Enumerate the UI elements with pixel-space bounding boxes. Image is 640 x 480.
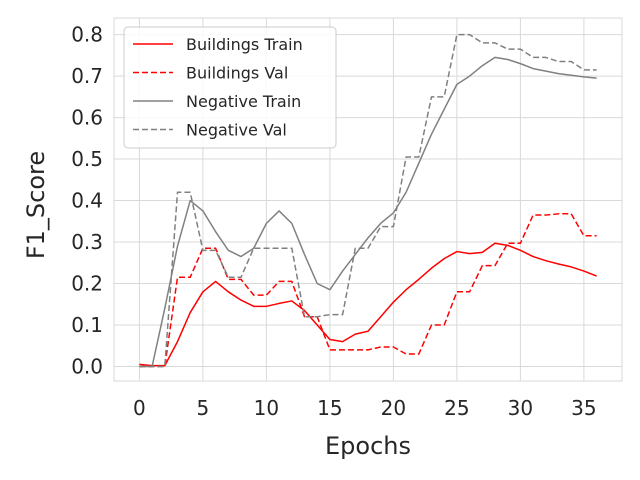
legend-box — [123, 26, 337, 149]
legend: Buildings Train Buildings Val Negative Tra… — [123, 26, 337, 149]
legend-label: Buildings Train — [186, 35, 303, 54]
y-tick-label: 0.8 — [71, 23, 103, 47]
y-tick-labels: 0.0 0.1 0.2 0.3 0.4 0.5 0.6 0.7 0.8 — [71, 23, 103, 379]
y-tick-label: 0.4 — [71, 189, 103, 213]
grid — [114, 18, 622, 381]
plot-frame — [113, 17, 623, 382]
x-tick-label: 25 — [444, 396, 469, 420]
x-tick-label: 30 — [508, 396, 533, 420]
y-tick-label: 0.0 — [71, 354, 103, 378]
x-tick-label: 20 — [381, 396, 406, 420]
series-line-buildings-val — [139, 213, 597, 368]
x-axis-label: Epochs — [325, 432, 411, 460]
y-tick-label: 0.6 — [71, 106, 103, 130]
x-tick-label: 10 — [254, 396, 279, 420]
x-tick-label: 5 — [197, 396, 210, 420]
y-tick-label: 0.1 — [71, 313, 103, 337]
y-axis-label: F1_Score — [22, 151, 50, 259]
x-tick-labels: 0 5 10 15 20 25 30 35 — [133, 396, 597, 420]
y-tick-label: 0.5 — [71, 147, 103, 171]
series-line-negative-val — [139, 33, 597, 368]
x-tick-label: 35 — [571, 396, 596, 420]
series-line-buildings-train — [139, 242, 597, 367]
series-layer — [139, 33, 597, 368]
legend-label: Buildings Val — [186, 64, 288, 83]
y-tick-label: 0.7 — [71, 64, 103, 88]
y-tick-label: 0.3 — [71, 230, 103, 254]
y-tick-label: 0.2 — [71, 272, 103, 296]
x-tick-label: 0 — [133, 396, 146, 420]
series-line-negative-train — [139, 56, 597, 368]
legend-label: Negative Val — [186, 121, 287, 140]
legend-label: Negative Train — [186, 92, 301, 111]
x-tick-label: 15 — [317, 396, 342, 420]
